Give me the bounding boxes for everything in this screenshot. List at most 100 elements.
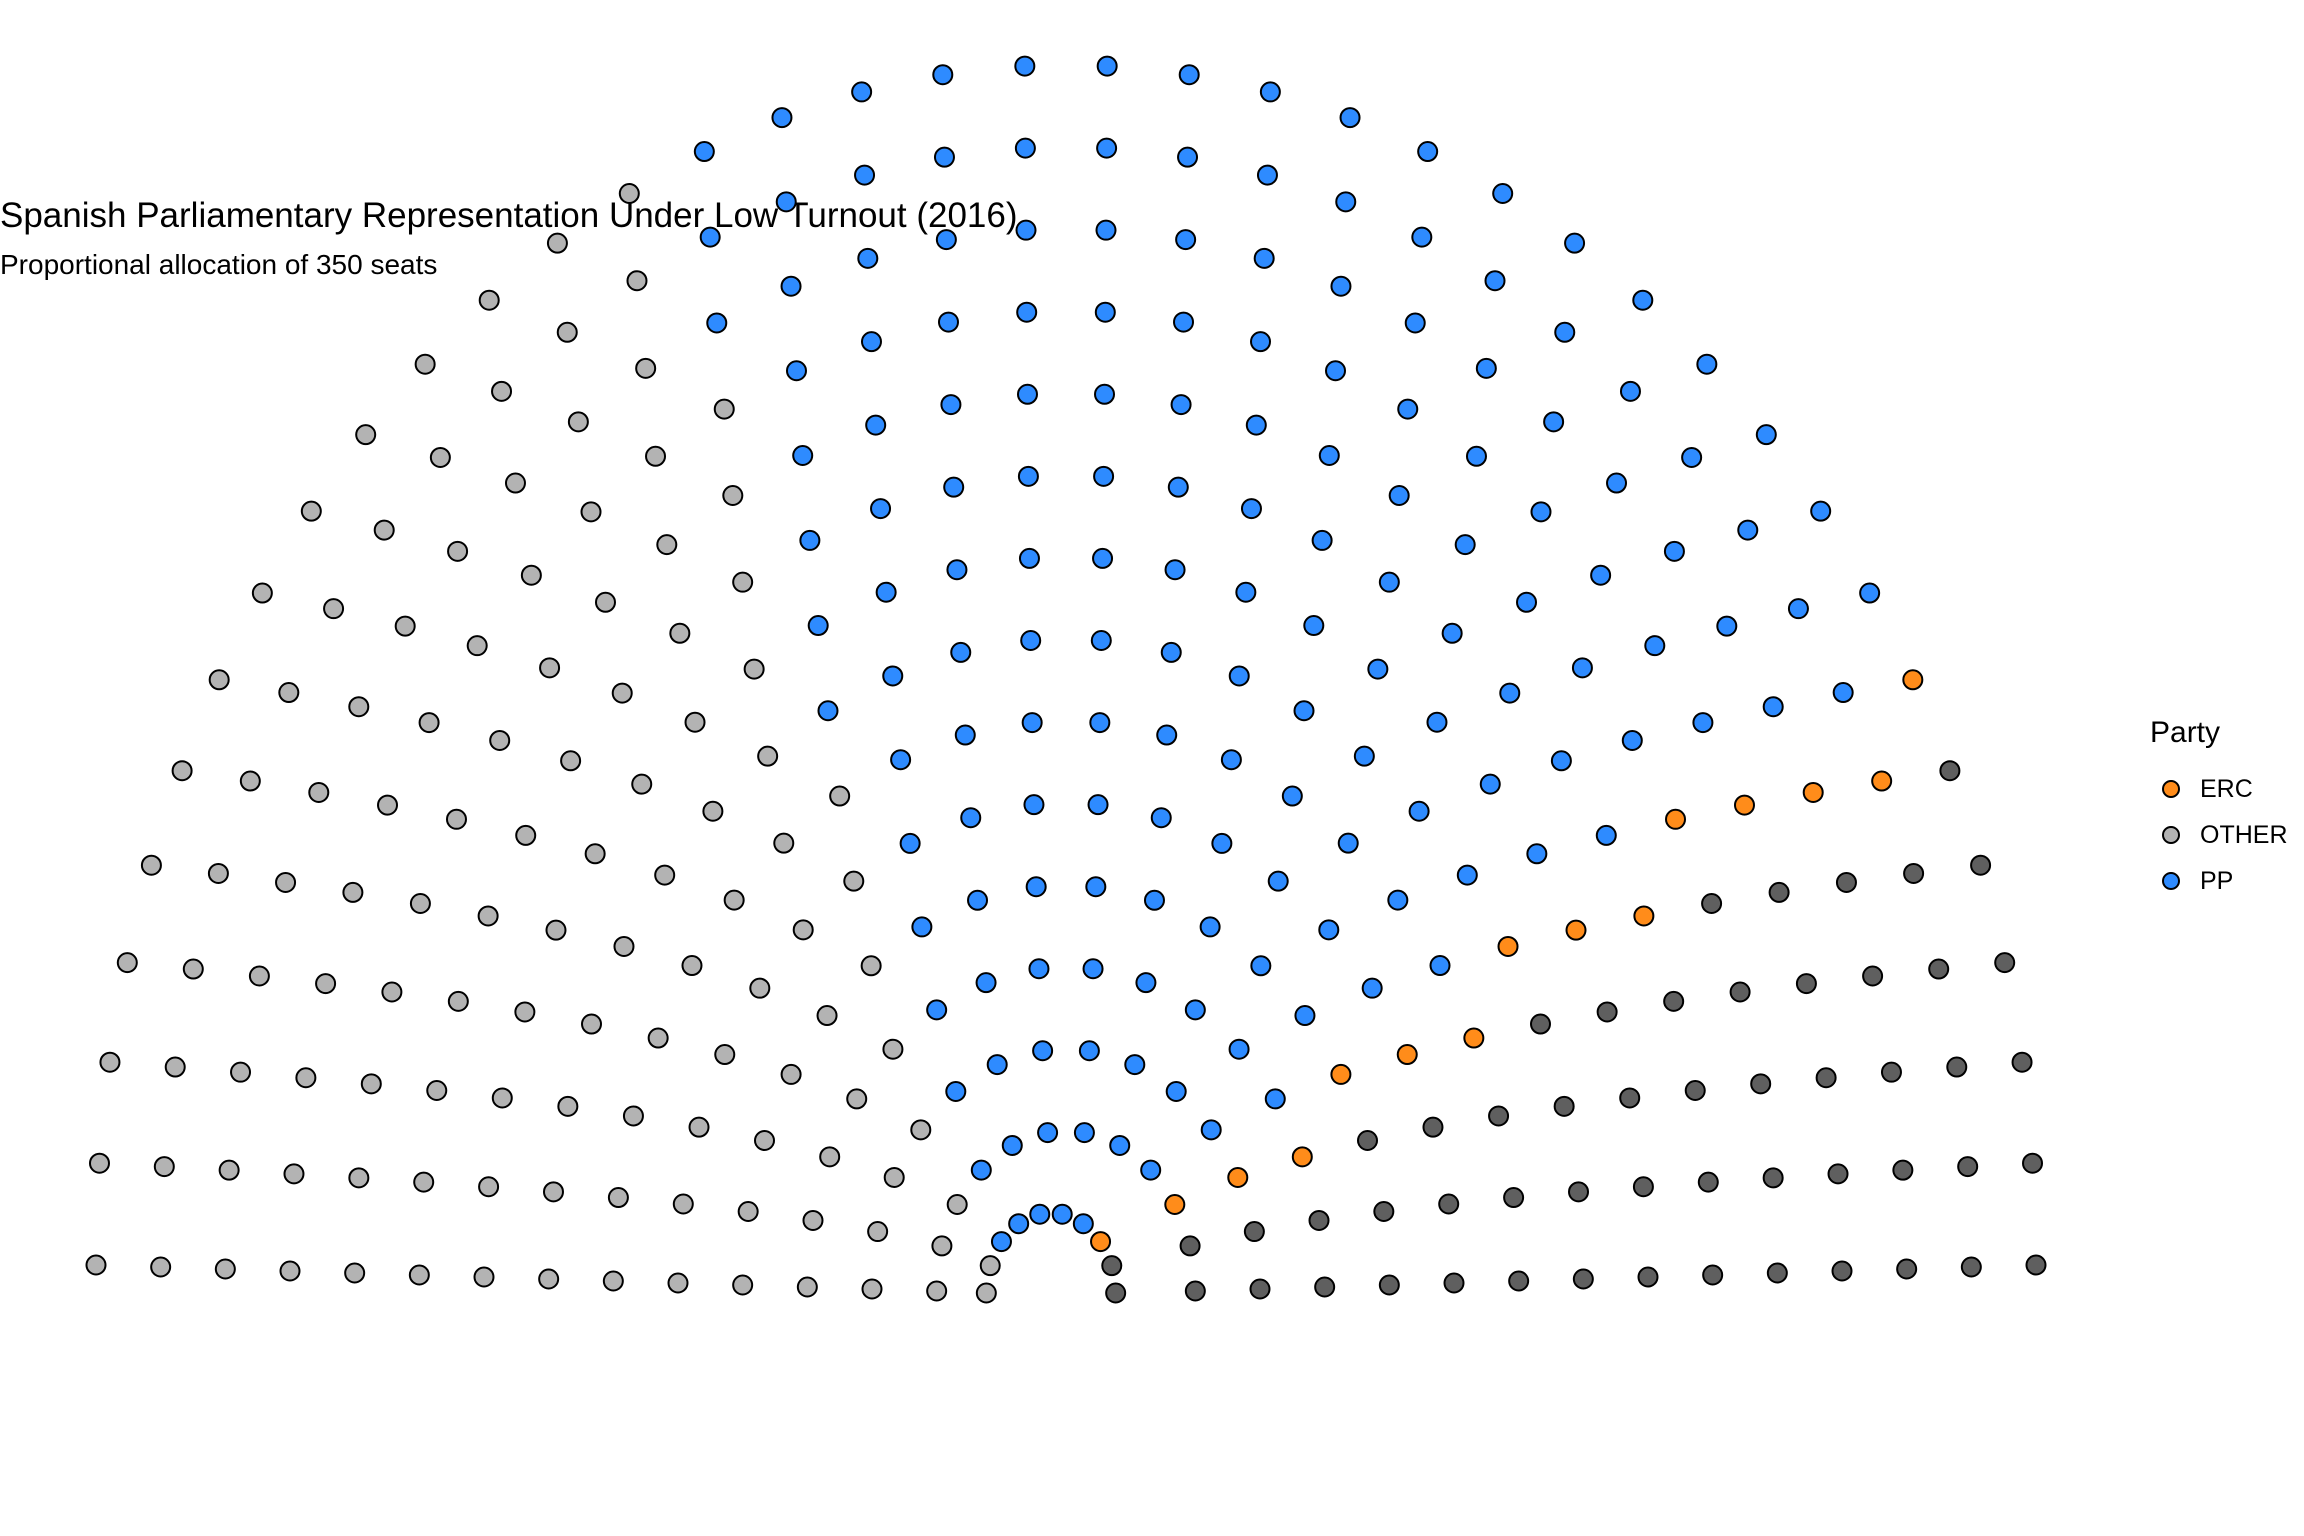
seat-pp-r14-22 bbox=[1335, 191, 1357, 213]
chart-subtitle: Proportional allocation of 350 seats bbox=[0, 249, 438, 280]
seat-other-r5-1 bbox=[732, 1274, 754, 1296]
seat-pp-r12-26 bbox=[1692, 712, 1714, 734]
seat-pp-r15-21 bbox=[1178, 64, 1200, 86]
seat-other-r4-4 bbox=[846, 1088, 868, 1110]
seat-pp-r2-4 bbox=[970, 1159, 992, 1181]
seat-erc-r4-14 bbox=[1291, 1146, 1313, 1168]
seat-pp-r11-24 bbox=[1621, 729, 1643, 751]
seat-pp-r11-19 bbox=[1318, 445, 1340, 466]
seat-pp-r9-19 bbox=[1426, 711, 1448, 733]
seat-pp-r8-14 bbox=[1160, 641, 1182, 663]
seat-pp-r14-24 bbox=[1484, 270, 1506, 292]
seat-pp-r8-16 bbox=[1293, 700, 1315, 722]
seat-unlabeled-r2-11 bbox=[1179, 1235, 1201, 1257]
seat-pp-r14-28 bbox=[1737, 519, 1759, 541]
seat-pp-r15-29 bbox=[1755, 424, 1777, 446]
seat-erc-r5-15 bbox=[1330, 1063, 1352, 1085]
seat-pp-r3-7 bbox=[1032, 1040, 1054, 1062]
seat-other-r5-5 bbox=[816, 1005, 838, 1027]
seat-other-r14-13 bbox=[626, 270, 648, 292]
seat-pp-r4-12 bbox=[1228, 1038, 1250, 1060]
seat-unlabeled-r7-20 bbox=[1488, 1105, 1510, 1127]
seat-other-r14-9 bbox=[373, 519, 395, 541]
seat-pp-r11-18 bbox=[1245, 414, 1267, 436]
seat-unlabeled-r5-16 bbox=[1357, 1130, 1378, 1151]
seat-unlabeled-r6-18 bbox=[1422, 1116, 1444, 1138]
seat-other-r11-1 bbox=[344, 1262, 366, 1284]
seat-other-r13-7 bbox=[348, 696, 370, 718]
seat-other-r9-6 bbox=[584, 843, 606, 865]
seat-pp-r14-21 bbox=[1256, 164, 1278, 186]
seat-pp-r12-21 bbox=[1397, 398, 1419, 420]
seat-pp-r10-15 bbox=[1093, 465, 1115, 487]
seat-other-r12-8 bbox=[466, 635, 488, 657]
seat-unlabeled-r4-16 bbox=[1314, 1276, 1336, 1298]
seat-unlabeled-r11-27 bbox=[1729, 981, 1751, 1003]
seat-unlabeled-r3-13 bbox=[1243, 1221, 1265, 1243]
seat-pp-r6-13 bbox=[1211, 832, 1233, 854]
seat-unlabeled-r5-17 bbox=[1373, 1201, 1395, 1222]
seat-other-r6-3 bbox=[688, 1116, 710, 1138]
seat-other-r13-10 bbox=[504, 472, 526, 494]
seat-unlabeled-r8-23 bbox=[1568, 1181, 1590, 1203]
seat-other-r15-3 bbox=[99, 1051, 121, 1073]
seat-other-r12-3 bbox=[295, 1067, 317, 1089]
seat-pp-r7-13 bbox=[1156, 724, 1178, 746]
seat-other-r11-11 bbox=[722, 485, 744, 507]
seat-other-r6-2 bbox=[672, 1193, 694, 1215]
seat-unlabeled-r10-27 bbox=[1697, 1171, 1719, 1193]
seat-erc-r11-25 bbox=[1665, 808, 1687, 830]
seat-other-r12-2 bbox=[283, 1163, 305, 1185]
seat-other-r10-8 bbox=[611, 682, 633, 704]
seat-unlabeled-r14-35 bbox=[1957, 1156, 1979, 1178]
seat-erc-r2-10 bbox=[1164, 1194, 1186, 1215]
seat-pp-r9-13 bbox=[1018, 547, 1040, 569]
seat-unlabeled-r8-24 bbox=[1572, 1268, 1594, 1290]
seat-pp-r1-3 bbox=[990, 1231, 1012, 1253]
seat-other-r13-3 bbox=[230, 1061, 252, 1083]
seat-pp-r12-13 bbox=[785, 360, 807, 382]
seat-pp-r15-28 bbox=[1696, 353, 1718, 375]
seat-erc-r7-19 bbox=[1463, 1027, 1485, 1049]
seat-other-r7-2 bbox=[607, 1187, 629, 1209]
seat-other-r12-12 bbox=[713, 398, 735, 420]
seat-other-r15-6 bbox=[171, 760, 193, 782]
seat-erc-r1-8 bbox=[1090, 1231, 1112, 1253]
seat-other-r15-13 bbox=[546, 232, 568, 254]
seat-pp-r14-27 bbox=[1681, 446, 1703, 468]
seat-other-r13-5 bbox=[275, 871, 297, 893]
seat-pp-r6-14 bbox=[1267, 870, 1289, 892]
seat-other-r11-4 bbox=[381, 981, 403, 1003]
seat-other-r1-2 bbox=[979, 1255, 1001, 1277]
seat-pp-r13-28 bbox=[1762, 696, 1784, 718]
seat-pp-r13-22 bbox=[1404, 312, 1426, 334]
seat-erc-r3-12 bbox=[1227, 1166, 1249, 1188]
seat-unlabeled-r3-14 bbox=[1249, 1278, 1271, 1300]
legend-item-pp: PP bbox=[2150, 858, 2304, 904]
seat-pp-r12-25 bbox=[1644, 635, 1666, 657]
seat-pp-r14-14 bbox=[699, 226, 721, 248]
seat-pp-r3-11 bbox=[1200, 1119, 1222, 1141]
seat-other-r7-3 bbox=[622, 1105, 644, 1127]
seat-other-r11-3 bbox=[360, 1073, 382, 1095]
seat-unlabeled-r14-34 bbox=[1946, 1056, 1968, 1078]
seat-other-r8-4 bbox=[581, 1013, 602, 1035]
seat-pp-r13-27 bbox=[1716, 615, 1738, 637]
seat-pp-r9-20 bbox=[1479, 773, 1501, 795]
seat-pp-r13-13 bbox=[706, 312, 728, 334]
seat-pp-r11-21 bbox=[1454, 534, 1476, 556]
seat-pp-r11-22 bbox=[1516, 591, 1538, 613]
seat-pp-r12-22 bbox=[1465, 445, 1487, 467]
seat-pp-r9-18 bbox=[1367, 658, 1389, 680]
legend-key-pp bbox=[2162, 872, 2180, 890]
seat-pp-r11-23 bbox=[1571, 657, 1593, 679]
seat-pp-r7-14 bbox=[1220, 749, 1242, 771]
seat-unlabeled-r9-26 bbox=[1637, 1266, 1659, 1288]
seat-other-r13-12 bbox=[635, 357, 657, 379]
seat-pp-r15-26 bbox=[1564, 232, 1586, 254]
seat-erc-r15-32 bbox=[1902, 669, 1924, 691]
seat-pp-r8-13 bbox=[1090, 629, 1112, 651]
seat-other-r15-11 bbox=[414, 353, 436, 375]
seat-other-r14-4 bbox=[182, 958, 204, 980]
